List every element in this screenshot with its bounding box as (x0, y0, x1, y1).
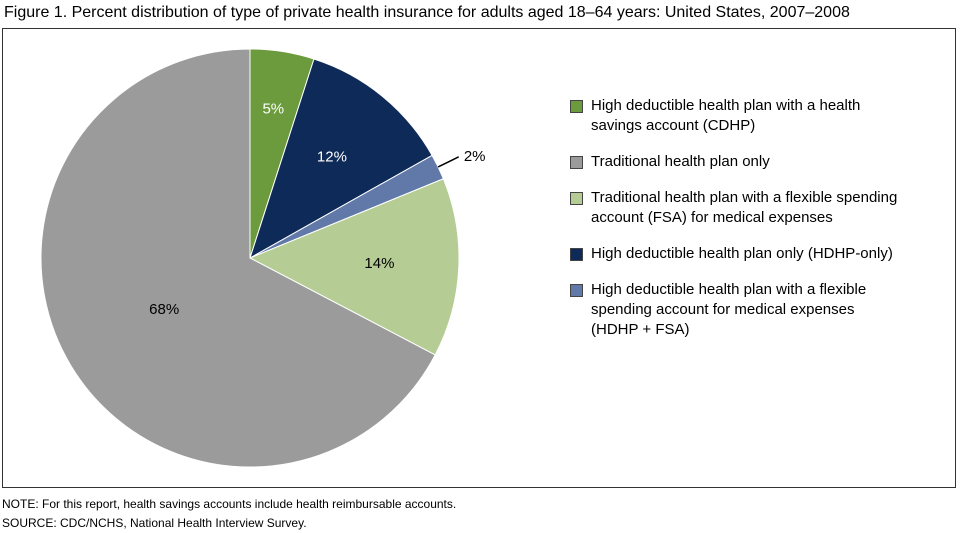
note: NOTE: For this report, health savings ac… (2, 497, 457, 511)
legend-label: Traditional health plan with a flexible … (591, 189, 898, 226)
legend-swatch (570, 284, 583, 297)
legend-label: High deductible health plan with a flexi… (591, 281, 867, 338)
leader-line (437, 156, 460, 168)
data-label: 14% (364, 255, 394, 272)
pie-slice (249, 58, 433, 260)
legend-item: High deductible health plan with a flexi… (570, 280, 900, 340)
data-label: 2% (464, 148, 486, 165)
legend-label: High deductible health plan with a healt… (591, 97, 861, 134)
legend-label: Traditional health plan only (591, 153, 770, 170)
data-label: 12% (317, 149, 347, 166)
data-label: 5% (262, 100, 284, 117)
legend: High deductible health plan with a healt… (570, 96, 900, 356)
legend-label: High deductible health plan only (HDHP-o… (591, 245, 893, 262)
data-label: 68% (149, 301, 179, 318)
legend-item: High deductible health plan only (HDHP-o… (570, 244, 900, 264)
legend-item: Traditional health plan only (570, 152, 900, 172)
chart-frame (2, 28, 956, 488)
legend-swatch (570, 192, 583, 205)
source: SOURCE: CDC/NCHS, National Health Interv… (2, 516, 307, 530)
legend-swatch (570, 248, 583, 261)
legend-swatch (570, 156, 583, 169)
chart-title: Figure 1. Percent distribution of type o… (4, 4, 850, 21)
legend-item: Traditional health plan with a flexible … (570, 188, 900, 228)
legend-swatch (570, 100, 583, 113)
legend-item: High deductible health plan with a healt… (570, 96, 900, 136)
pie-slice (40, 48, 436, 468)
pie-slice (248, 178, 460, 356)
